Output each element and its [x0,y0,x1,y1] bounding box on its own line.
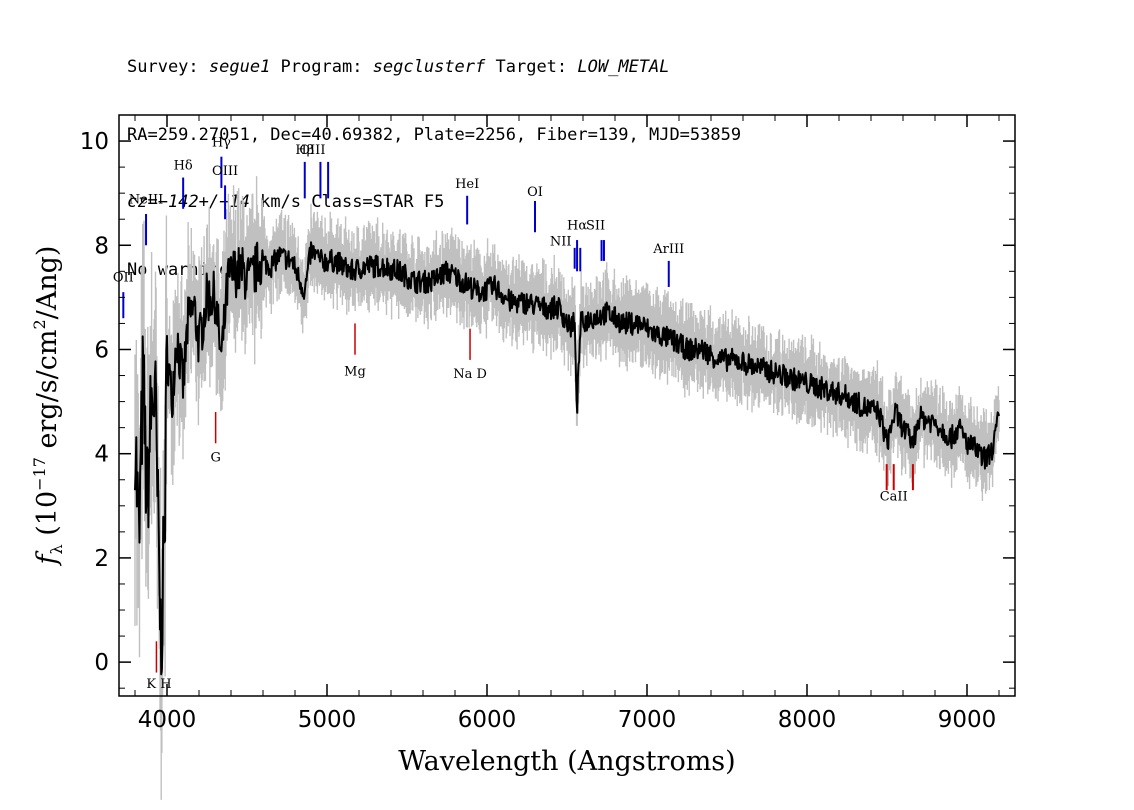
target-label: Target: [485,57,578,77]
header-line-2: RA=259.27051, Dec=40.69382, Plate=2256, … [127,124,742,145]
axis-ticks: 4000 5000 6000 7000 8000 9000 0 2 4 6 8 10 [80,114,1015,733]
emission-label-Hα: Hα [567,219,587,234]
header-line-3: cz=−142+/−14 km/s Class=STAR F5 [127,191,741,214]
flux-error-band [134,176,1000,800]
x-tick-label: 7000 [618,707,677,733]
x-tick-label: 6000 [458,707,517,733]
emission-label-NeIII: NeIII [129,193,163,208]
emission-label-Hδ: Hδ [174,159,193,174]
x-tick-label: 5000 [298,707,357,733]
flux-line [134,241,1000,676]
header-line-1: Survey: segue1 Program: segclusterf Targ… [127,56,741,79]
plot-frame [118,114,1016,697]
emission-label-OIII: OIII [212,164,238,179]
emission-label-Hβ: Hβ [295,143,314,158]
spectrum-header: Survey: segue1 Program: segclusterf Targ… [127,11,741,304]
cz-value: −142+/−14 [157,192,250,212]
y-tick-label: 6 [94,337,109,363]
class-text: km/s Class=STAR F5 [249,192,445,212]
x-axis-label: Wavelength (Angstroms) [398,746,735,777]
y-label-pre: (10 [32,491,63,544]
program-label: Program: [270,57,373,77]
target-value: LOW_METAL [577,57,670,77]
emission-label-NII: NII [550,234,572,249]
error-band-path [134,176,1000,800]
survey-label: Survey: [127,57,209,77]
flux-series [134,241,1000,676]
emission-label-OIII: OIII [299,143,325,158]
y-label-exp2: 2 [30,319,49,329]
emission-label-SII: SII [586,219,605,234]
y-tick-label: 0 [94,650,109,676]
absorption-label-Mg: Mg [344,365,366,380]
absorption-label-CaII: CaII [880,490,908,505]
y-label-exp: −17 [30,457,49,491]
emission-label-OII: OII [113,271,134,286]
cz-label: cz= [127,192,158,212]
y-label-f: f [32,550,63,566]
line-markers: OIINeIIIHδHγOIIIHβOIIIHeIOINIIHαSIIArIII… [113,135,914,692]
emission-label-ArIII: ArIII [652,242,684,257]
emission-label-OI: OI [527,185,543,200]
y-tick-label: 4 [94,442,109,468]
y-tick-label: 8 [94,233,109,259]
y-label-sub: λ [47,544,66,554]
emission-label-HeI: HeI [455,177,479,192]
y-tick-label: 2 [94,546,109,572]
absorption-label-KH: K H [146,677,171,692]
emission-label-Hγ: Hγ [212,135,231,150]
y-tick-label: 10 [80,129,109,155]
x-tick-label: 9000 [938,707,997,733]
y-axis-label: fλ (10−17 erg/s/cm2/Ang) [30,246,66,567]
program-value: segclusterf [372,57,486,77]
x-tick-label: 4000 [138,707,197,733]
y-label-mid: erg/s/cm [32,330,63,458]
absorption-label-G: G [210,451,220,466]
absorption-label-NaD: Na D [453,367,487,382]
y-label-post: /Ang) [32,246,63,320]
x-tick-label: 8000 [778,707,837,733]
survey-value: segue1 [208,57,271,77]
